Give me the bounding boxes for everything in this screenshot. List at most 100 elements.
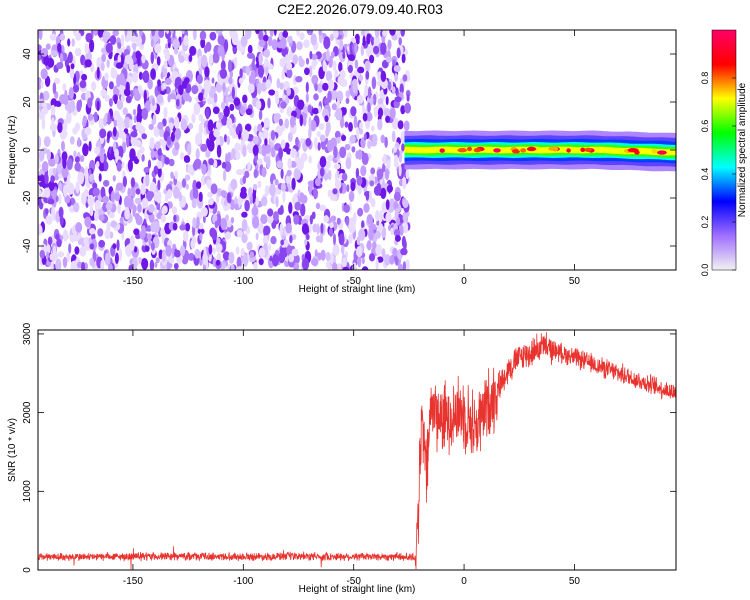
noise-speckle (297, 99, 305, 111)
noise-speckle (310, 119, 317, 132)
noise-speckle (245, 108, 253, 116)
noise-speckle (105, 252, 109, 265)
signal-peak-blob (580, 147, 586, 152)
noise-speckle (324, 97, 330, 105)
noise-speckle (40, 48, 49, 57)
noise-speckle (303, 39, 310, 49)
noise-speckle (324, 115, 329, 123)
noise-speckle (173, 187, 180, 199)
noise-speckle (359, 128, 363, 135)
noise-speckle (311, 258, 319, 266)
noise-speckle (345, 90, 351, 98)
noise-speckle (153, 165, 159, 175)
noise-speckle (188, 54, 193, 62)
noise-speckle (40, 80, 44, 89)
noise-speckle (239, 68, 243, 79)
noise-speckle (101, 53, 106, 63)
noise-speckle (56, 238, 62, 248)
noise-speckle (198, 191, 203, 202)
noise-speckle (340, 244, 345, 255)
noise-speckle (84, 165, 89, 177)
noise-speckle (230, 178, 238, 191)
noise-speckle (377, 107, 384, 118)
noise-speckle (65, 111, 72, 124)
noise-speckle (236, 229, 243, 238)
noise-speckle (366, 33, 371, 45)
noise-speckle (164, 193, 169, 203)
noise-speckle (253, 125, 258, 135)
noise-speckle (145, 174, 150, 187)
noise-speckle (184, 222, 191, 232)
noise-speckle (391, 86, 396, 94)
noise-speckle (143, 218, 147, 228)
noise-speckle (175, 98, 180, 107)
noise-speckle (221, 161, 227, 169)
noise-speckle (48, 158, 56, 167)
noise-speckle (172, 71, 179, 78)
noise-speckle (150, 51, 155, 64)
noise-speckle (92, 187, 100, 197)
noise-speckle (62, 229, 69, 242)
noise-speckle (207, 198, 214, 206)
noise-speckle (114, 252, 119, 265)
noise-speckle (222, 169, 227, 182)
noise-speckle (141, 197, 149, 209)
noise-speckle (197, 228, 205, 235)
noise-speckle (216, 144, 222, 158)
noise-speckle (380, 134, 386, 144)
noise-speckle (228, 76, 233, 85)
noise-speckle (271, 147, 276, 158)
noise-speckle (220, 60, 226, 71)
noise-speckle (400, 105, 406, 115)
noise-speckle (173, 263, 179, 270)
x-tick-label: -100 (233, 576, 253, 587)
noise-speckle (61, 166, 69, 178)
noise-speckle (166, 135, 172, 146)
noise-speckle (87, 97, 93, 109)
noise-speckle (389, 255, 395, 265)
noise-speckle (164, 51, 170, 61)
noise-speckle (286, 87, 292, 96)
noise-speckle (38, 44, 42, 52)
noise-speckle (260, 214, 268, 225)
noise-speckle (51, 117, 55, 127)
noise-speckle (59, 52, 64, 64)
y-tick-label: 0 (22, 147, 33, 153)
noise-speckle (258, 52, 263, 66)
noise-speckle (196, 74, 203, 85)
noise-speckle (293, 167, 301, 180)
noise-speckle (381, 248, 386, 259)
noise-speckle (357, 183, 363, 195)
noise-speckle (150, 38, 154, 48)
noise-speckle (278, 251, 286, 264)
noise-speckle (268, 183, 276, 197)
noise-speckle (98, 214, 105, 221)
noise-speckle (168, 93, 176, 100)
noise-speckle (329, 33, 334, 42)
noise-speckle (332, 30, 339, 39)
noise-speckle (289, 234, 293, 244)
noise-speckle (348, 220, 356, 234)
noise-speckle (353, 115, 358, 129)
noise-speckle (253, 168, 258, 179)
noise-speckle (358, 228, 366, 241)
y-tick-label: -40 (22, 238, 33, 253)
noise-speckle (217, 35, 225, 46)
noise-speckle (213, 159, 218, 168)
noise-speckle (88, 174, 93, 183)
noise-speckle (75, 181, 80, 194)
noise-speckle (386, 184, 393, 193)
noise-speckle (287, 157, 292, 170)
noise-speckle (136, 149, 141, 160)
noise-speckle (284, 142, 290, 150)
noise-speckle (133, 115, 137, 124)
noise-speckle (192, 161, 199, 171)
noise-speckle (130, 31, 135, 43)
noise-speckle (396, 47, 401, 59)
noise-speckle (332, 233, 337, 246)
noise-speckle (401, 143, 405, 152)
noise-speckle (180, 118, 187, 131)
noise-speckle (304, 67, 310, 76)
noise-speckle (323, 36, 331, 50)
noise-speckle (251, 60, 255, 69)
